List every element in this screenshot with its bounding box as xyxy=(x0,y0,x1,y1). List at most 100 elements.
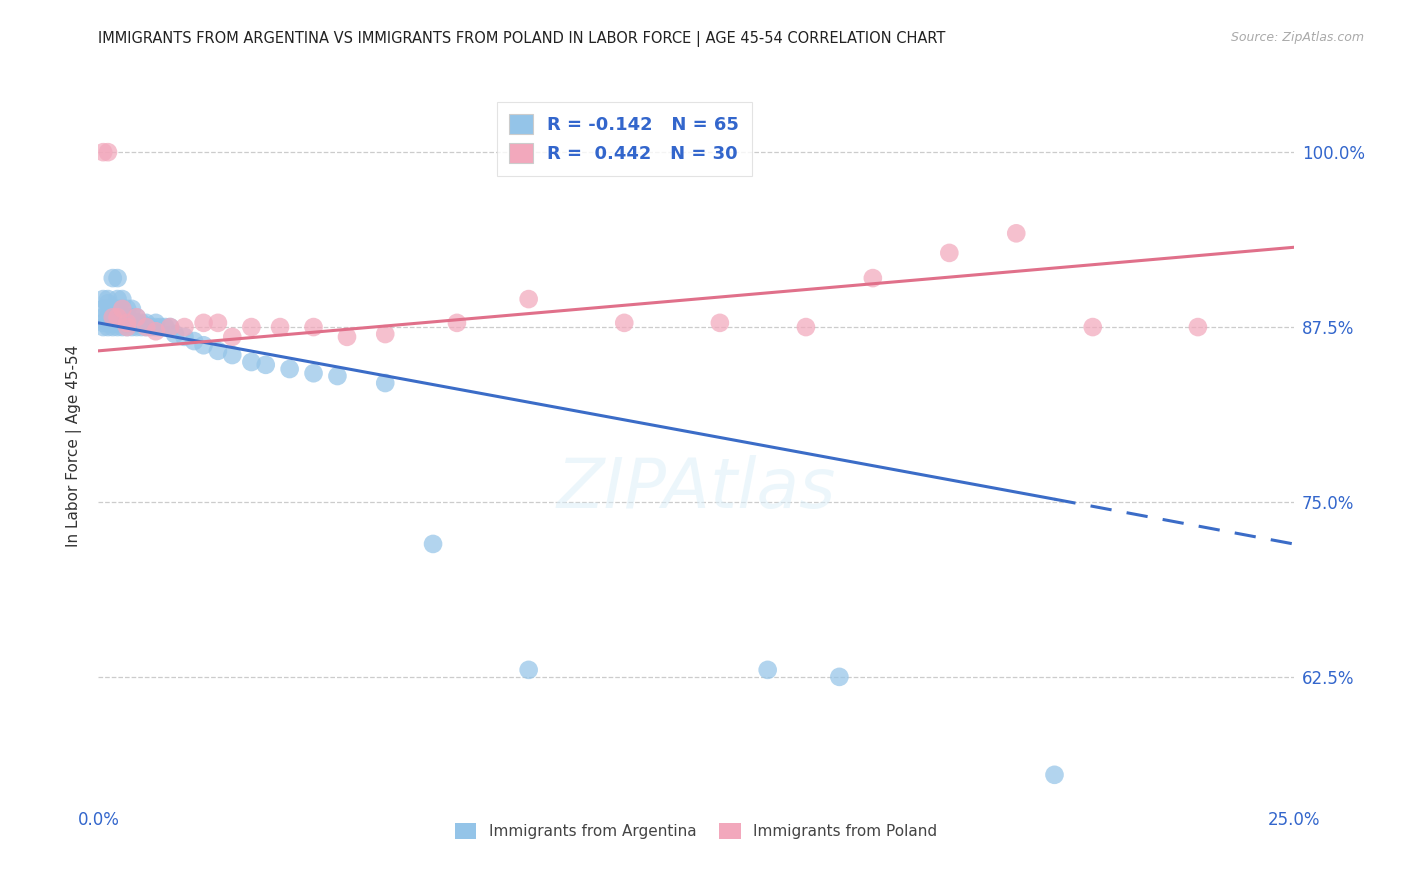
Point xyxy=(121,316,143,330)
Point xyxy=(155,320,177,334)
Point xyxy=(97,316,120,330)
Point xyxy=(107,316,129,330)
Point xyxy=(107,310,129,325)
Point xyxy=(862,271,884,285)
Point xyxy=(183,334,205,348)
Point xyxy=(302,320,325,334)
Point xyxy=(115,320,138,334)
Point xyxy=(91,301,114,316)
Point xyxy=(756,663,779,677)
Point xyxy=(101,271,124,285)
Point xyxy=(254,358,277,372)
Point xyxy=(131,316,153,330)
Point xyxy=(149,320,172,334)
Point xyxy=(159,320,181,334)
Point xyxy=(207,316,229,330)
Text: IMMIGRANTS FROM ARGENTINA VS IMMIGRANTS FROM POLAND IN LABOR FORCE | AGE 45-54 C: IMMIGRANTS FROM ARGENTINA VS IMMIGRANTS … xyxy=(98,31,946,47)
Point xyxy=(121,310,143,325)
Point xyxy=(517,663,540,677)
Point xyxy=(159,320,181,334)
Point xyxy=(221,330,243,344)
Point xyxy=(91,145,114,160)
Point xyxy=(115,301,138,316)
Point xyxy=(207,343,229,358)
Point xyxy=(111,301,134,316)
Point xyxy=(107,292,129,306)
Point xyxy=(794,320,817,334)
Point xyxy=(115,310,138,325)
Point xyxy=(111,292,134,306)
Point xyxy=(115,316,138,330)
Point xyxy=(613,316,636,330)
Point xyxy=(374,327,396,342)
Point xyxy=(938,246,960,260)
Point xyxy=(1043,768,1066,782)
Point xyxy=(107,301,129,316)
Point xyxy=(107,320,129,334)
Text: ZIPAtlas: ZIPAtlas xyxy=(557,455,835,523)
Legend: Immigrants from Argentina, Immigrants from Poland: Immigrants from Argentina, Immigrants fr… xyxy=(449,817,943,845)
Point xyxy=(101,310,124,325)
Point xyxy=(517,292,540,306)
Point xyxy=(173,320,195,334)
Point xyxy=(302,366,325,380)
Point xyxy=(1187,320,1209,334)
Point xyxy=(1005,227,1028,241)
Point xyxy=(115,316,138,330)
Point xyxy=(125,310,148,325)
Point xyxy=(135,320,157,334)
Point xyxy=(193,338,215,352)
Point xyxy=(91,316,114,330)
Point xyxy=(173,330,195,344)
Point xyxy=(97,296,120,310)
Point xyxy=(115,320,138,334)
Point xyxy=(139,320,162,334)
Point xyxy=(131,320,153,334)
Point xyxy=(135,320,157,334)
Point xyxy=(125,320,148,334)
Point xyxy=(446,316,468,330)
Point xyxy=(240,320,263,334)
Point xyxy=(269,320,291,334)
Point xyxy=(91,320,114,334)
Point xyxy=(125,310,148,325)
Point xyxy=(111,316,134,330)
Point xyxy=(336,330,359,344)
Point xyxy=(422,537,444,551)
Point xyxy=(97,292,120,306)
Point xyxy=(121,301,143,316)
Point xyxy=(145,320,167,334)
Point xyxy=(97,320,120,334)
Point xyxy=(374,376,396,390)
Point xyxy=(101,316,124,330)
Point xyxy=(221,348,243,362)
Point xyxy=(111,310,134,325)
Point xyxy=(97,145,120,160)
Point xyxy=(326,369,349,384)
Point xyxy=(145,324,167,338)
Point xyxy=(111,320,134,334)
Point xyxy=(107,310,129,325)
Point xyxy=(121,320,143,334)
Point xyxy=(828,670,851,684)
Point xyxy=(101,301,124,316)
Y-axis label: In Labor Force | Age 45-54: In Labor Force | Age 45-54 xyxy=(66,345,82,547)
Point xyxy=(101,310,124,325)
Point xyxy=(97,301,120,316)
Point xyxy=(135,316,157,330)
Point xyxy=(91,310,114,325)
Point xyxy=(709,316,731,330)
Point xyxy=(145,316,167,330)
Point xyxy=(1081,320,1104,334)
Point xyxy=(278,362,301,376)
Point xyxy=(125,316,148,330)
Point xyxy=(107,271,129,285)
Point xyxy=(111,301,134,316)
Point xyxy=(91,292,114,306)
Point xyxy=(193,316,215,330)
Point xyxy=(240,355,263,369)
Point xyxy=(163,327,186,342)
Point xyxy=(97,310,120,325)
Text: Source: ZipAtlas.com: Source: ZipAtlas.com xyxy=(1230,31,1364,45)
Point xyxy=(101,320,124,334)
